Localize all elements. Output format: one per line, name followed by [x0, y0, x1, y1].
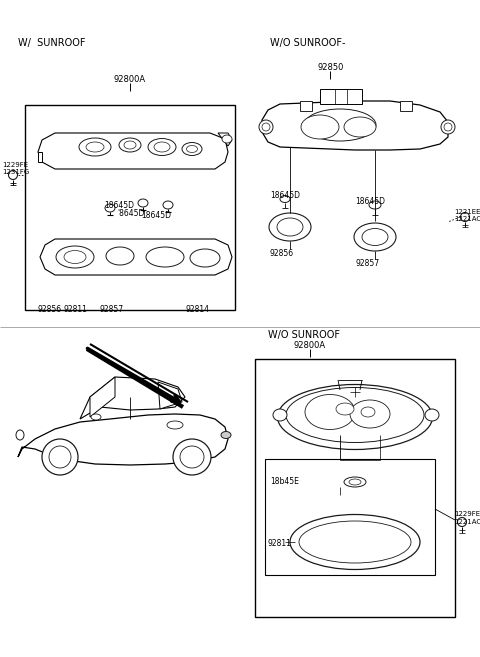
Text: 18645D: 18645D [270, 191, 300, 200]
Polygon shape [38, 152, 42, 162]
Ellipse shape [277, 384, 432, 449]
Text: 1221AC: 1221AC [454, 216, 480, 222]
Bar [25, 105, 235, 310]
Ellipse shape [138, 199, 148, 207]
Ellipse shape [221, 432, 231, 438]
Ellipse shape [124, 141, 136, 149]
Ellipse shape [163, 201, 173, 209]
Polygon shape [218, 133, 232, 146]
Ellipse shape [79, 138, 111, 156]
Text: 92857: 92857 [100, 304, 124, 313]
Text: 92850: 92850 [318, 62, 344, 72]
Ellipse shape [262, 123, 270, 131]
Polygon shape [40, 239, 232, 275]
Ellipse shape [361, 407, 375, 417]
Text: 92856: 92856 [38, 304, 62, 313]
Ellipse shape [173, 439, 211, 475]
Ellipse shape [182, 143, 202, 156]
Ellipse shape [369, 201, 381, 209]
Ellipse shape [273, 409, 287, 421]
Bar [400, 101, 412, 111]
Ellipse shape [56, 246, 94, 268]
Ellipse shape [180, 446, 204, 468]
Ellipse shape [42, 439, 78, 475]
Text: 18645D: 18645D [355, 196, 385, 206]
Ellipse shape [349, 479, 361, 485]
Ellipse shape [167, 421, 183, 429]
Ellipse shape [280, 196, 290, 202]
Ellipse shape [444, 123, 452, 131]
Text: '8645D: '8645D [117, 208, 144, 217]
Ellipse shape [190, 249, 220, 267]
Ellipse shape [148, 139, 176, 156]
Ellipse shape [91, 414, 101, 420]
Polygon shape [262, 101, 448, 150]
Polygon shape [18, 414, 228, 465]
Ellipse shape [304, 109, 376, 141]
Text: 1231FG: 1231FG [2, 169, 29, 175]
Text: 1229FE: 1229FE [2, 162, 28, 168]
Ellipse shape [460, 212, 469, 221]
Text: 92857: 92857 [355, 258, 379, 267]
Text: 18b45E: 18b45E [270, 478, 299, 486]
Ellipse shape [457, 518, 467, 526]
Ellipse shape [105, 204, 115, 212]
Ellipse shape [336, 403, 354, 415]
Bar [255, 359, 455, 617]
Ellipse shape [286, 388, 424, 443]
Ellipse shape [86, 142, 104, 152]
Bar [300, 101, 312, 111]
Ellipse shape [49, 446, 71, 468]
Ellipse shape [277, 218, 303, 236]
Ellipse shape [64, 250, 86, 263]
Ellipse shape [187, 145, 197, 152]
Text: 92811: 92811 [268, 539, 292, 549]
Text: 1221AC: 1221AC [454, 519, 480, 525]
Text: W/O SUNROOF-: W/O SUNROOF- [270, 38, 346, 48]
Text: W/  SUNROOF: W/ SUNROOF [18, 38, 85, 48]
Ellipse shape [106, 247, 134, 265]
Ellipse shape [146, 247, 184, 267]
Ellipse shape [269, 213, 311, 241]
Text: 1229FE: 1229FE [454, 511, 480, 517]
Ellipse shape [362, 229, 388, 246]
Text: W/O SUNROOF: W/O SUNROOF [268, 330, 340, 340]
Text: 92811: 92811 [63, 304, 87, 313]
Ellipse shape [350, 400, 390, 428]
Text: 92814: 92814 [185, 304, 209, 313]
Text: 18645D: 18645D [141, 212, 171, 221]
Bar [265, 459, 435, 575]
Polygon shape [38, 133, 228, 169]
Polygon shape [158, 382, 182, 409]
Ellipse shape [354, 223, 396, 251]
Ellipse shape [301, 115, 339, 139]
Ellipse shape [299, 521, 411, 563]
Ellipse shape [290, 514, 420, 570]
Polygon shape [80, 377, 185, 419]
Ellipse shape [425, 409, 439, 421]
Ellipse shape [344, 117, 376, 137]
Ellipse shape [344, 477, 366, 487]
Bar [320, 89, 362, 104]
Text: 18645D: 18645D [104, 200, 134, 210]
Ellipse shape [222, 135, 232, 143]
Ellipse shape [305, 394, 355, 430]
Polygon shape [90, 377, 115, 417]
Ellipse shape [441, 120, 455, 134]
Text: 92800A: 92800A [293, 340, 325, 350]
Ellipse shape [16, 430, 24, 440]
Text: 1221EE: 1221EE [454, 209, 480, 215]
Ellipse shape [9, 171, 17, 179]
Ellipse shape [154, 142, 170, 152]
Text: 92800A: 92800A [113, 74, 145, 83]
Ellipse shape [119, 138, 141, 152]
Ellipse shape [259, 120, 273, 134]
Text: 92856: 92856 [270, 248, 294, 258]
